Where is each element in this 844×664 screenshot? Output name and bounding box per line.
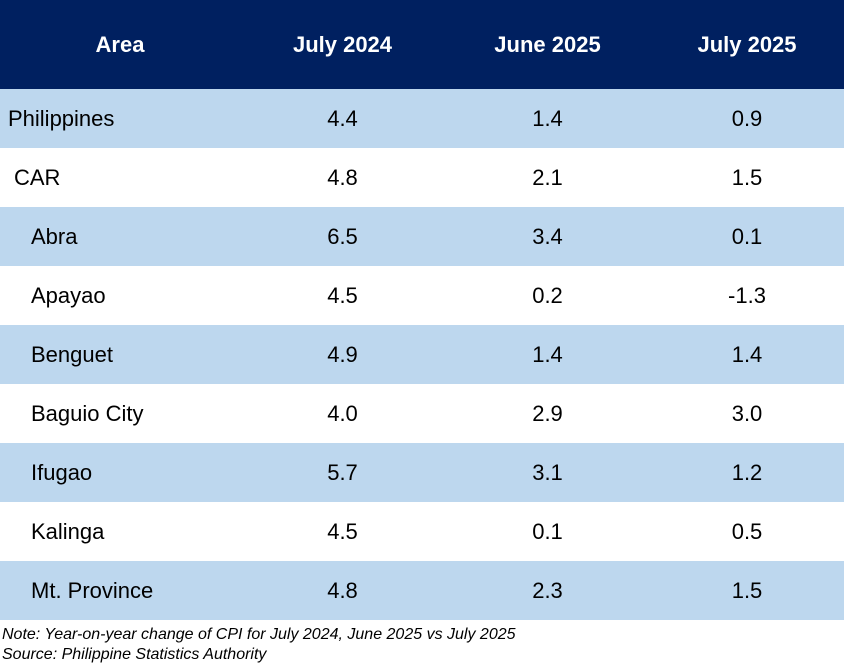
value-july-2024: 4.4	[327, 105, 358, 131]
area-cell: Apayao	[31, 282, 106, 308]
table-row: Mt. Province 4.8 2.3 1.5	[0, 561, 844, 620]
value-july-2025: 0.5	[731, 518, 763, 544]
value-july-2024: 4.0	[327, 400, 358, 426]
column-header-july-2025: July 2025	[697, 31, 797, 57]
value-june-2025: 3.4	[532, 223, 563, 249]
cpi-table: Area July 2024 June 2025 July 2025 Phili…	[0, 0, 844, 620]
value-july-2025: 1.2	[731, 459, 763, 485]
area-cell: Abra	[31, 223, 78, 249]
value-june-2025: 0.1	[532, 518, 563, 544]
value-june-2025: 2.1	[532, 164, 563, 190]
table-notes: Note: Year-on-year change of CPI for Jul…	[2, 625, 516, 664]
value-july-2025: 0.1	[731, 223, 763, 249]
note-text: Note: Year-on-year change of CPI for Jul…	[2, 626, 516, 643]
value-june-2025: 2.3	[532, 577, 563, 603]
value-july-2024: 4.8	[327, 577, 358, 603]
table-row: Baguio City 4.0 2.9 3.0	[0, 384, 844, 443]
area-cell: Ifugao	[31, 459, 93, 485]
table-row: Abra 6.5 3.4 0.1	[0, 207, 844, 266]
value-july-2025: 1.4	[731, 341, 763, 367]
table-row: Kalinga 4.5 0.1 0.5	[0, 502, 844, 561]
value-july-2024: 4.5	[327, 282, 358, 308]
value-july-2025: 1.5	[731, 164, 763, 190]
table-row: Ifugao 5.7 3.1 1.2	[0, 443, 844, 502]
column-header-june-2025: June 2025	[494, 31, 601, 57]
column-header-area: Area	[95, 31, 145, 57]
value-july-2024: 4.9	[327, 341, 358, 367]
area-cell: Philippines	[8, 105, 115, 131]
value-june-2025: 3.1	[532, 459, 563, 485]
value-june-2025: 1.4	[532, 341, 563, 367]
value-july-2025: -1.3	[728, 282, 766, 308]
area-cell: Baguio City	[31, 400, 144, 426]
table-row: Philippines 4.4 1.4 0.9	[0, 89, 844, 148]
area-cell: Benguet	[31, 341, 113, 367]
area-cell: CAR	[14, 164, 61, 190]
value-june-2025: 0.2	[532, 282, 563, 308]
value-july-2024: 4.5	[327, 518, 358, 544]
table-row: Benguet 4.9 1.4 1.4	[0, 325, 844, 384]
table-header-row: Area July 2024 June 2025 July 2025	[0, 0, 844, 89]
value-july-2024: 6.5	[327, 223, 358, 249]
column-header-july-2024: July 2024	[292, 31, 393, 57]
value-july-2025: 1.5	[731, 577, 763, 603]
value-july-2025: 0.9	[731, 105, 763, 131]
value-july-2025: 3.0	[731, 400, 763, 426]
source-text: Source: Philippine Statistics Authority	[2, 646, 267, 663]
value-july-2024: 4.8	[327, 164, 358, 190]
area-cell: Kalinga	[31, 518, 105, 544]
value-june-2025: 2.9	[532, 400, 563, 426]
table-row: CAR 4.8 2.1 1.5	[0, 148, 844, 207]
area-cell: Mt. Province	[31, 577, 154, 603]
value-june-2025: 1.4	[532, 105, 563, 131]
table-row: Apayao 4.5 0.2 -1.3	[0, 266, 844, 325]
table-body: Philippines 4.4 1.4 0.9 CAR 4.8 2.1 1.5 Abra 6.5 3…	[0, 89, 844, 620]
value-july-2024: 5.7	[327, 459, 358, 485]
